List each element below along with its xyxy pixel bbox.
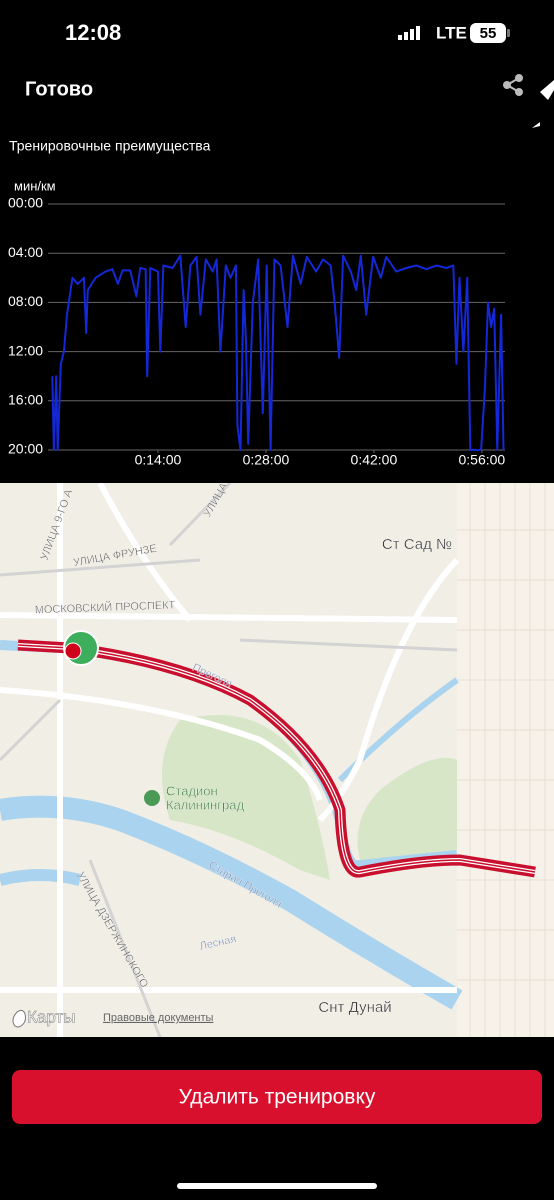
done-button[interactable]: Готово xyxy=(25,78,93,100)
y-tick-label: 00:00 xyxy=(8,195,43,211)
share-button[interactable] xyxy=(503,74,523,96)
map-brand: Карты xyxy=(27,1007,75,1026)
apple-logo xyxy=(12,1009,26,1028)
signal-icon xyxy=(398,26,420,40)
map-label: Ст Сад № xyxy=(382,536,452,553)
status-time: 12:08 xyxy=(65,20,121,45)
x-tick-label: 0:28:00 xyxy=(243,452,290,468)
y-tick-label: 12:00 xyxy=(8,342,43,358)
delete-button[interactable] xyxy=(12,1070,542,1124)
map-label: Калининград xyxy=(166,797,244,812)
y-axis-label: мин/км xyxy=(14,178,56,193)
chart-title: Тренировочные преимущества xyxy=(9,138,211,154)
chart: 00:00 04:00 08:00 12:00 16:00 20:00 0:14:00 0:2… xyxy=(8,195,505,468)
x-tick-label: 0:42:00 xyxy=(351,452,398,468)
map-legal-link[interactable]: Правовые документы xyxy=(103,1012,214,1024)
status-network: LTE xyxy=(436,23,467,42)
x-tick-label: 0:56:00 xyxy=(459,452,506,468)
y-tick-label: 04:00 xyxy=(8,244,43,260)
home-indicator xyxy=(177,1183,377,1189)
y-tick-label: 16:00 xyxy=(8,392,43,408)
map-label: Стадион xyxy=(166,783,218,798)
y-tick-label: 08:00 xyxy=(8,293,43,309)
map-label: МОСКОВСКИЙ ПРОСПЕКТ xyxy=(35,598,176,616)
x-tick-label: 0:14:00 xyxy=(135,452,182,468)
delete-button-label: Удалить тренировку xyxy=(179,1086,376,1109)
battery-level: 55 xyxy=(480,25,497,42)
pace-line xyxy=(51,254,505,451)
y-tick-label: 20:00 xyxy=(8,441,43,457)
map-label: Снт Дунай xyxy=(318,999,391,1016)
battery-icon xyxy=(470,23,506,43)
battery-tip xyxy=(507,29,510,37)
brand-logo xyxy=(532,80,554,128)
